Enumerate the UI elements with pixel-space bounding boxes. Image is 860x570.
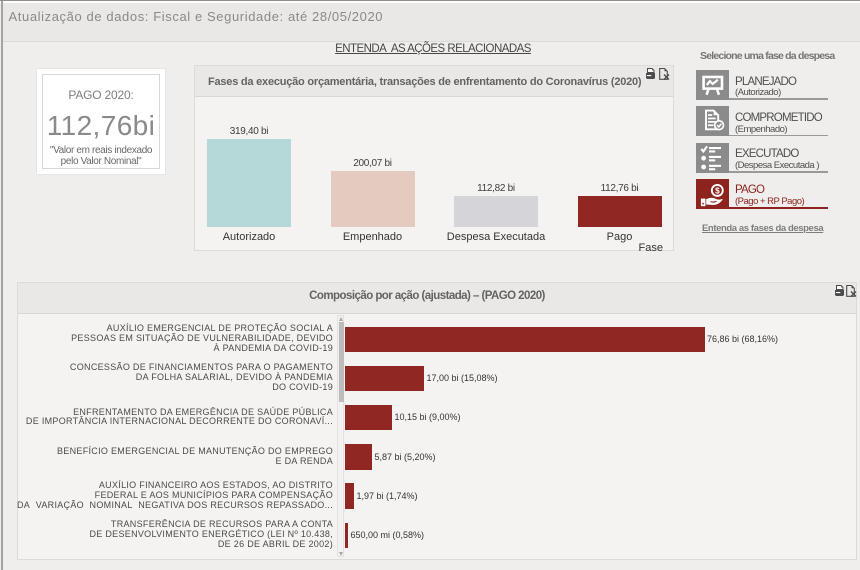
svg-text:$: $ — [715, 186, 720, 195]
